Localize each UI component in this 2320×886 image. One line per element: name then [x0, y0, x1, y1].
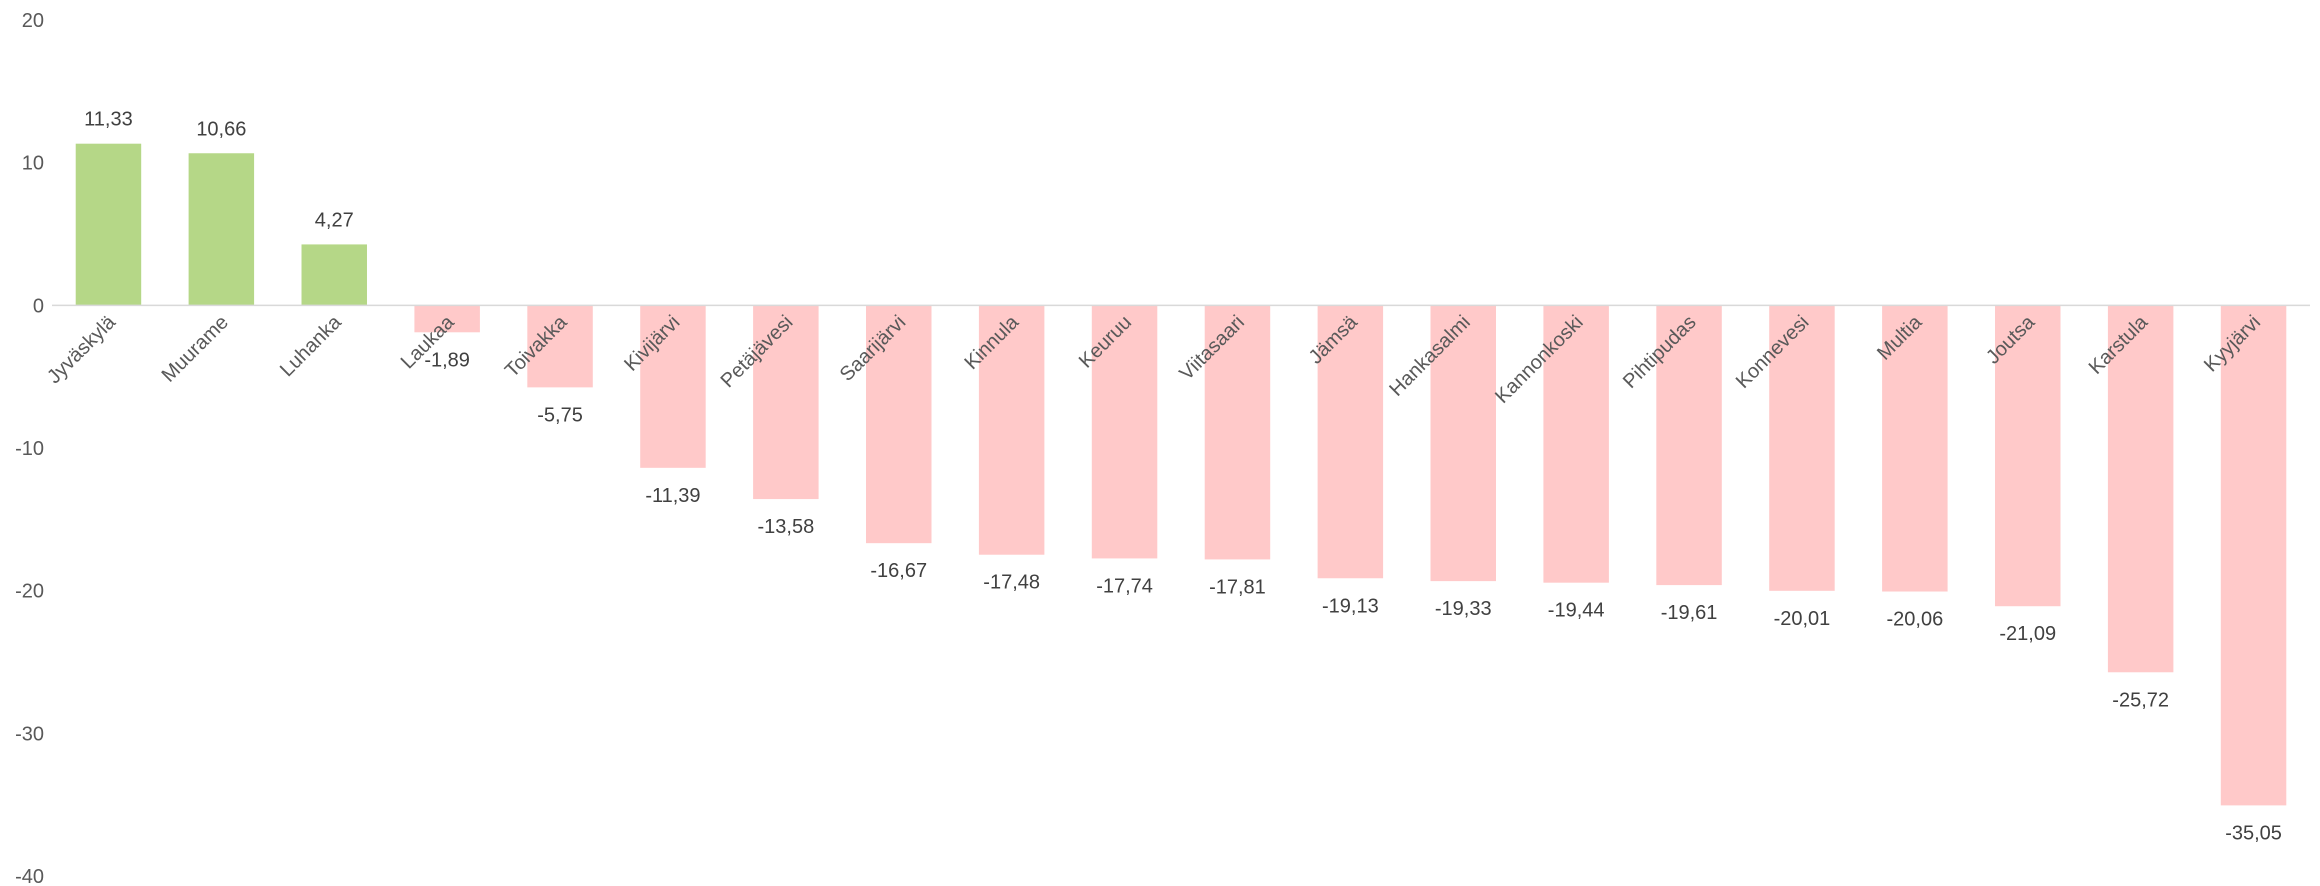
y-axis-ticks: 20 10 0 -10 -20 -30 -40 — [15, 10, 44, 886]
data-label: -17,74 — [1096, 575, 1153, 597]
bar — [2220, 305, 2287, 806]
bar — [414, 305, 480, 333]
data-label: 4,27 — [315, 209, 354, 231]
y-tick-label: 0 — [33, 295, 44, 317]
data-label: 11,33 — [84, 109, 133, 131]
bar — [1882, 305, 1948, 592]
y-tick-label: -20 — [15, 581, 44, 603]
data-label: -5,75 — [537, 404, 583, 426]
category-label: Muurame — [158, 311, 233, 386]
bar — [2107, 305, 2174, 673]
data-label: -19,13 — [1322, 595, 1379, 617]
bar — [640, 305, 706, 468]
bar — [1317, 305, 1384, 579]
bar — [1430, 305, 1496, 582]
bar — [1091, 305, 1158, 559]
category-label: Jyväskylä — [43, 311, 120, 388]
bar — [188, 153, 255, 306]
data-label: -19,61 — [1661, 602, 1718, 624]
data-label: -16,67 — [870, 560, 927, 582]
bar — [978, 305, 1045, 555]
data-label: -11,39 — [645, 485, 700, 507]
bar — [866, 305, 932, 544]
data-label: -20,01 — [1774, 608, 1831, 630]
bars-group — [75, 143, 2287, 806]
data-label: 10,66 — [196, 118, 246, 140]
data-label: -25,72 — [2112, 689, 2169, 711]
y-tick-label: -40 — [15, 866, 44, 886]
category-label: Luhanka — [276, 311, 346, 381]
data-label: -1,89 — [424, 349, 470, 371]
data-label: -20,06 — [1886, 609, 1943, 631]
bar — [753, 305, 819, 500]
bar — [1656, 305, 1722, 586]
bar — [75, 143, 142, 306]
bar — [1995, 305, 2061, 607]
y-tick-label: 20 — [22, 10, 44, 32]
bar — [527, 305, 593, 388]
data-label: -17,81 — [1209, 576, 1266, 598]
y-tick-label: -30 — [15, 723, 44, 745]
data-label: -13,58 — [757, 516, 814, 538]
data-label: -17,48 — [983, 572, 1040, 594]
bar — [1204, 305, 1271, 560]
data-label: -21,09 — [1999, 623, 2056, 645]
data-label: -19,44 — [1548, 600, 1605, 622]
bar — [301, 244, 367, 306]
data-label: -35,05 — [2225, 822, 2282, 844]
bar — [1543, 305, 1609, 583]
y-tick-label: 10 — [22, 153, 44, 175]
bar — [1769, 305, 1835, 591]
data-labels: 11,33 10,66 4,27 -1,89 -5,75 -11,39 -13,58 -16,… — [84, 109, 2282, 845]
data-label: -19,33 — [1435, 598, 1492, 620]
y-tick-label: -10 — [15, 438, 44, 460]
